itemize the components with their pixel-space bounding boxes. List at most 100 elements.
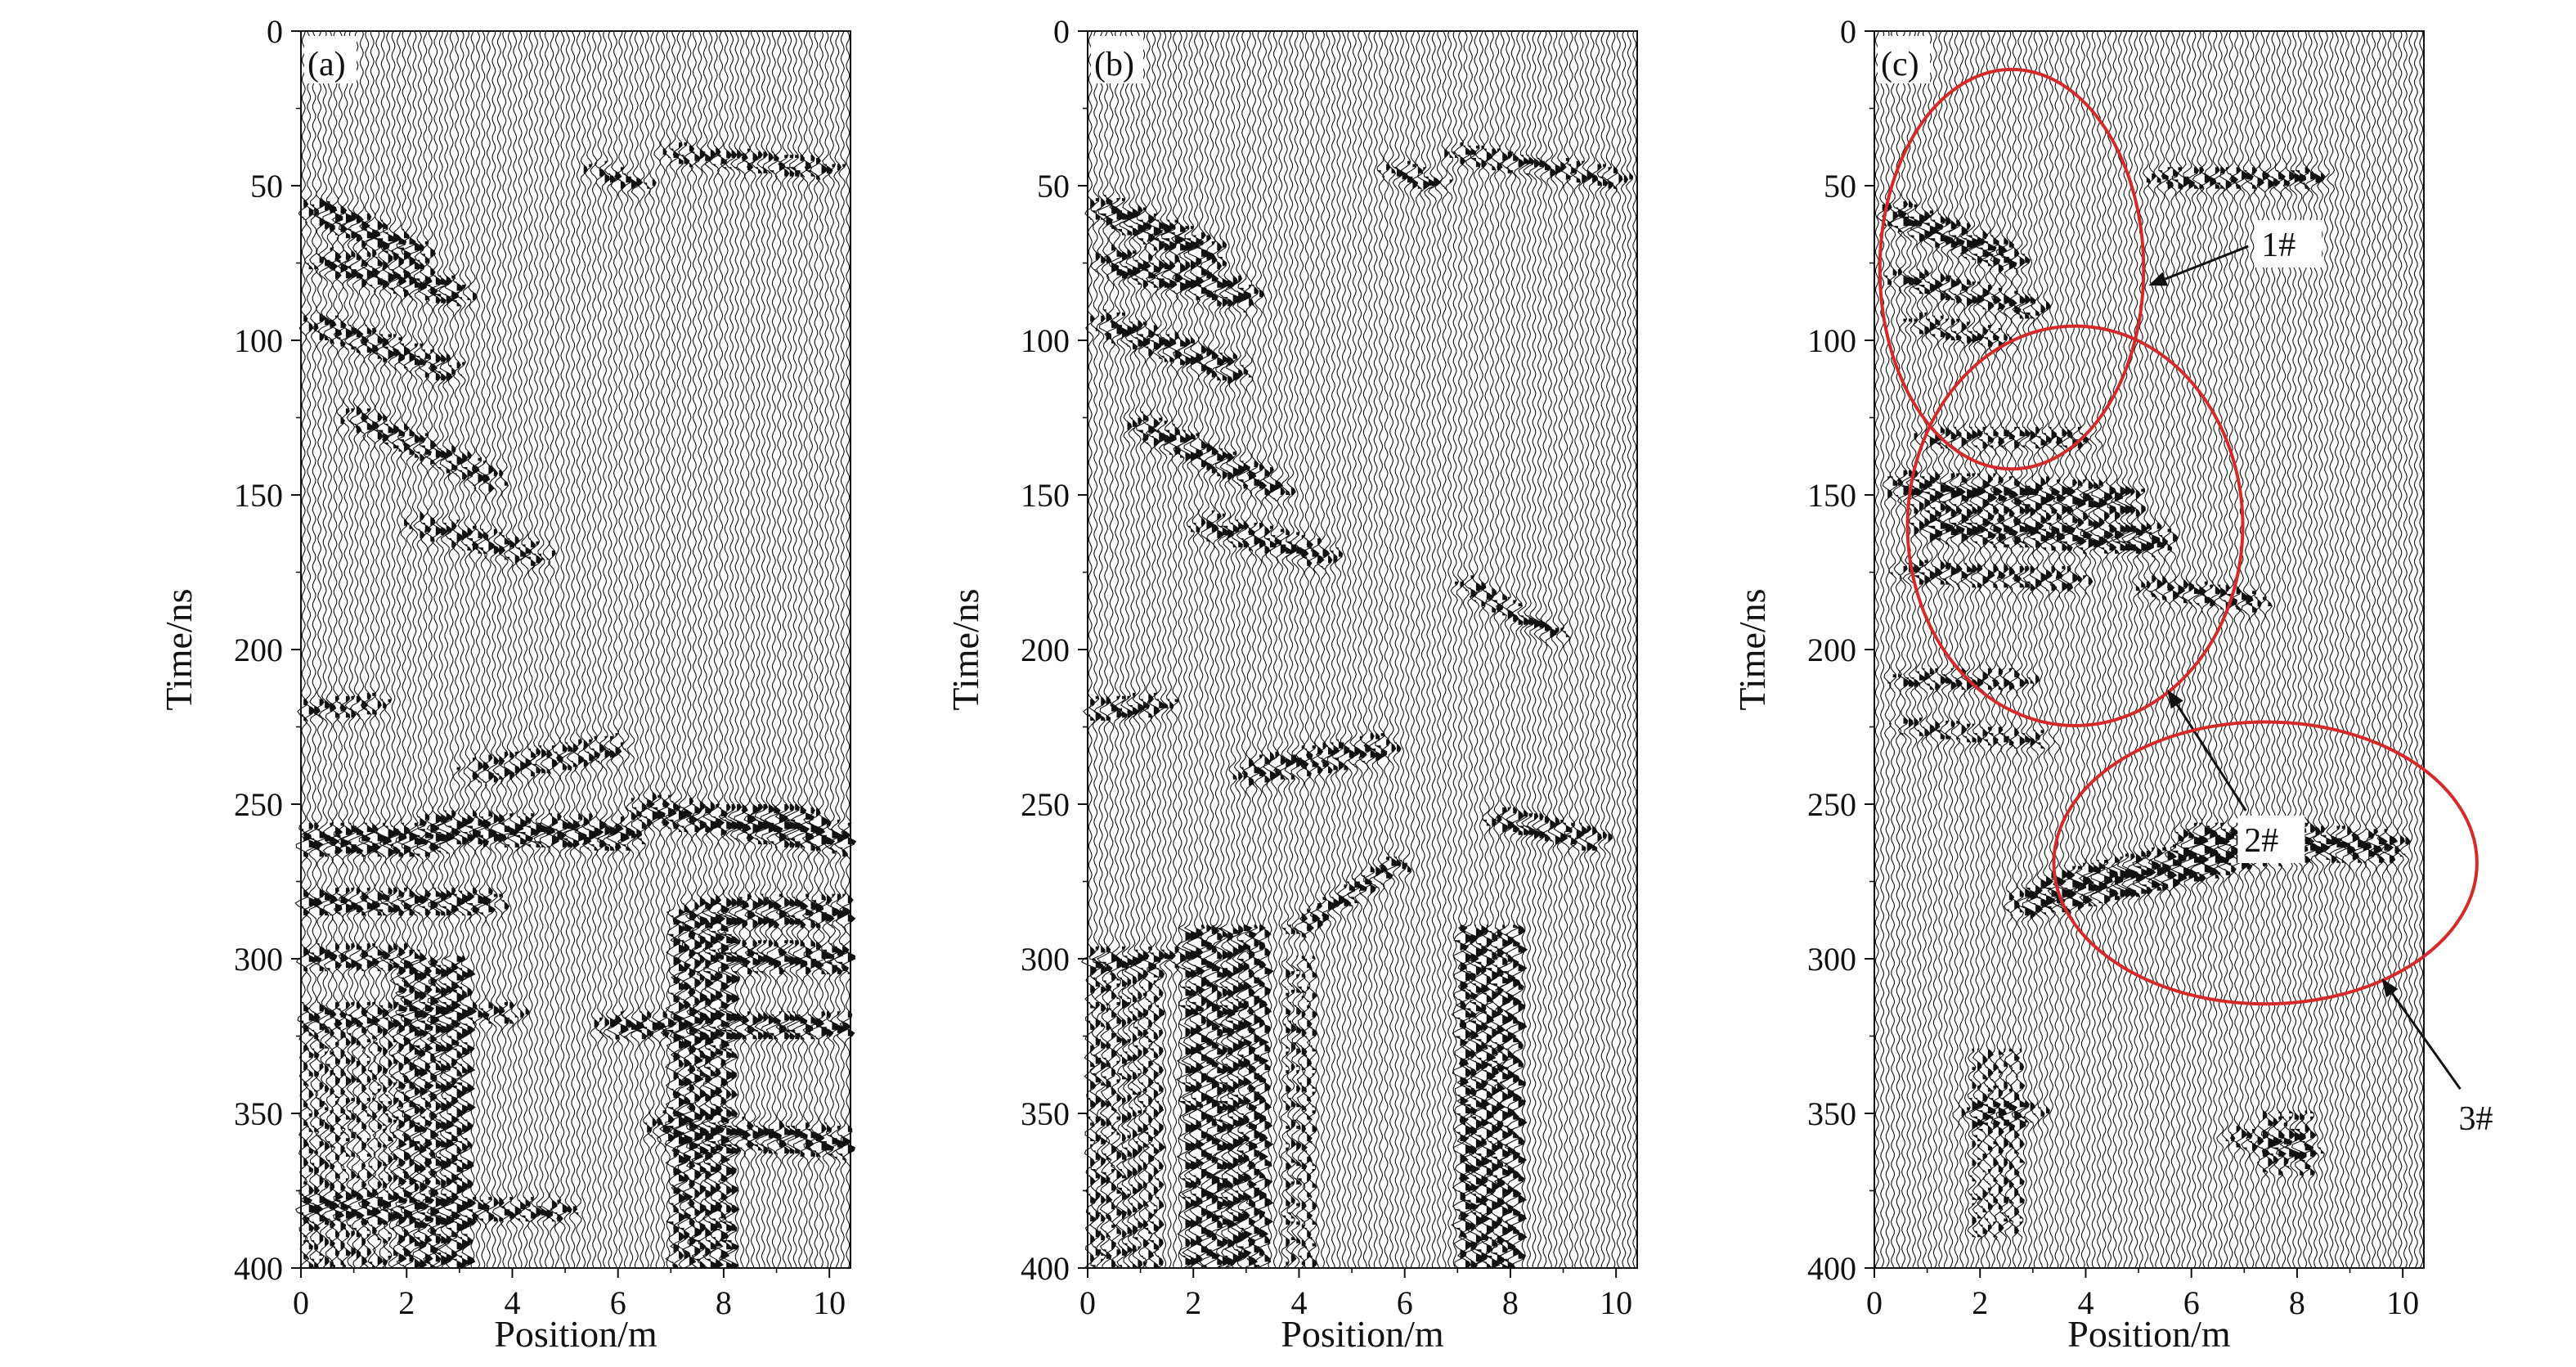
y-axis-label-b: Time/ns [945, 588, 986, 710]
trace [1384, 30, 1399, 1269]
x-tick-label: 10 [1600, 1284, 1632, 1321]
trace [2376, 30, 2394, 1269]
trace [1894, 30, 1914, 1269]
trace-fill [1972, 235, 1986, 1238]
trace [807, 30, 826, 1269]
trace [1279, 30, 1293, 1269]
trace [638, 30, 655, 1269]
trace [1235, 30, 1253, 1269]
trace [721, 30, 742, 1269]
trace [1273, 30, 1287, 1269]
panel-a: 0 50 100 150 200 250 300 350 400 0 2 4 6 8 10 (a) Tim… [158, 13, 857, 1355]
trace [415, 30, 435, 1269]
annotations-c: 1# 2# 3# [1878, 67, 2520, 1142]
trace [410, 30, 430, 1269]
y-tick-label: 400 [1021, 1250, 1070, 1287]
trace [754, 30, 773, 1269]
trace-fill [1986, 235, 2003, 1238]
trace [1926, 30, 1945, 1269]
trace [1948, 30, 1966, 1269]
annotation-label-2: 2# [2244, 822, 2278, 860]
trace [601, 30, 620, 1269]
trace-fill [360, 214, 375, 1268]
trace [1244, 31, 1263, 1269]
y-tick-label: 0 [1840, 13, 1856, 50]
trace [1395, 30, 1410, 1269]
trace-fill [1370, 733, 1382, 888]
trace [586, 30, 604, 1269]
trace [1972, 30, 1992, 1269]
trace [1482, 30, 1502, 1269]
trace [1358, 30, 1373, 1269]
x-tick-label: 8 [716, 1284, 732, 1321]
trace [727, 30, 747, 1268]
trace-fill [2392, 844, 2400, 854]
annotation-label-box-3 [2452, 1094, 2520, 1142]
trace [2358, 30, 2377, 1269]
x-tick-label: 8 [2289, 1284, 2305, 1321]
trace [2147, 30, 2167, 1269]
trace-fill [450, 281, 466, 1269]
trace [447, 30, 467, 1269]
y-tick-label: 150 [1807, 477, 1856, 514]
trace [738, 30, 757, 1269]
trace [2216, 30, 2235, 1269]
trace [2380, 30, 2399, 1269]
trace [480, 30, 497, 1269]
trace [1218, 30, 1237, 1269]
trace [2227, 30, 2246, 1269]
trace-fill [1490, 148, 1506, 1262]
trace [368, 30, 388, 1269]
x-tick-label: 6 [610, 1284, 626, 1321]
trace [779, 30, 800, 1269]
trace-fill [2345, 825, 2356, 854]
trace-fill [456, 285, 471, 1266]
trace [700, 30, 720, 1269]
y-tick-label: 50 [1824, 168, 1856, 205]
trace [1353, 30, 1367, 1269]
y-axis-label-a: Time/ns [158, 588, 200, 710]
trace [764, 30, 783, 1269]
trace [1952, 30, 1970, 1269]
x-ticks-c: 0 2 4 6 8 10 [1866, 1268, 2419, 1321]
trace [1620, 30, 1629, 1269]
trace [1456, 30, 1474, 1269]
trace [1882, 30, 1893, 1269]
trace [1477, 30, 1497, 1269]
y-tick-label: 400 [234, 1250, 283, 1287]
trace [1342, 30, 1358, 1269]
trace [617, 30, 636, 1269]
trace [1309, 30, 1325, 1269]
trace [539, 30, 555, 1269]
trace [1129, 30, 1147, 1269]
trace [1290, 30, 1304, 1269]
y-tick-label: 300 [1807, 941, 1856, 978]
x-tick-label: 4 [2077, 1284, 2094, 1321]
trace [2120, 30, 2140, 1269]
trace [1088, 30, 1104, 1269]
trace [543, 30, 559, 1269]
trace-fill [440, 275, 455, 1262]
trace [2318, 30, 2335, 1269]
trace [484, 30, 502, 1269]
trace [1175, 30, 1196, 1269]
trace [2099, 30, 2119, 1269]
trace-fill [471, 457, 487, 1222]
trace [1920, 30, 1938, 1269]
trace [1626, 30, 1634, 1269]
trace [2073, 30, 2094, 1269]
panel-label-box-a [304, 36, 357, 83]
y-tick-label: 150 [1021, 477, 1070, 514]
trace [1239, 30, 1259, 1269]
trace [1207, 30, 1227, 1269]
trace-fill [1928, 219, 1944, 731]
trace [2062, 30, 2083, 1269]
trace [2189, 30, 2210, 1269]
trace [1450, 30, 1460, 1269]
trace [613, 30, 630, 1269]
trace [2000, 30, 2019, 1269]
trace [1167, 30, 1184, 1269]
trace [684, 30, 704, 1269]
trace [760, 30, 778, 1269]
annotation-label-box-2 [2237, 815, 2305, 863]
